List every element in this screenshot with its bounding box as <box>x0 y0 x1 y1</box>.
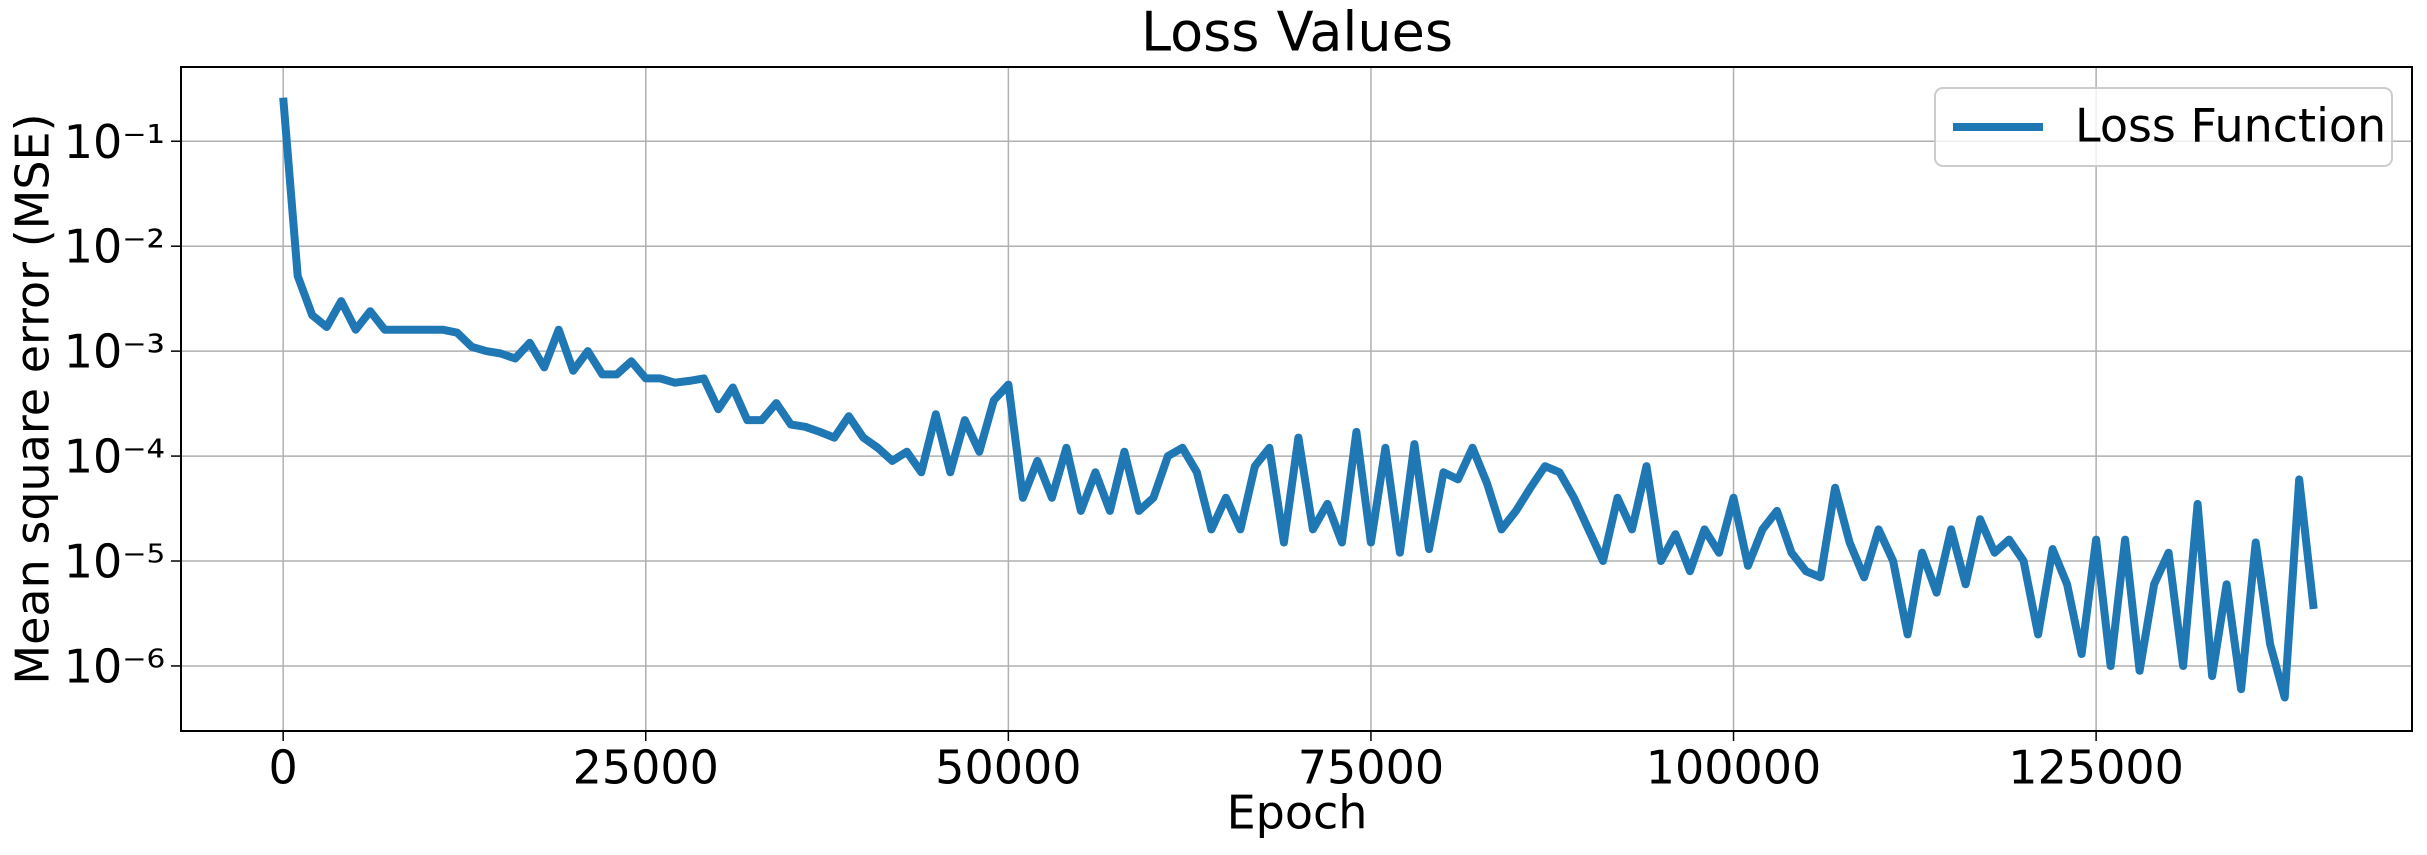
plot-frame <box>180 66 2413 732</box>
chart-title: Loss Values <box>1141 1 1453 64</box>
y-tick-label: 10⁻² <box>64 220 165 274</box>
legend-label: Loss Function <box>2075 99 2386 153</box>
line-series <box>279 97 2318 702</box>
x-tick-label: 125000 <box>2008 741 2184 795</box>
y-tick-label: 10⁻⁴ <box>64 430 165 484</box>
legend-box <box>1934 87 2393 167</box>
x-tick-label: 25000 <box>573 741 719 795</box>
y-tick-label: 10⁻⁵ <box>64 535 165 589</box>
x-tick-label: 50000 <box>935 741 1081 795</box>
y-tick-label: 10⁻⁶ <box>64 639 165 693</box>
x-tick-label: 100000 <box>1646 741 1822 795</box>
y-axis-label: Mean square error (MSE) <box>6 113 60 684</box>
x-tick-label: 0 <box>269 741 298 795</box>
y-tick-label: 10⁻¹ <box>64 115 165 169</box>
x-tick-label: 75000 <box>1298 741 1444 795</box>
x-axis-label: Epoch <box>1227 786 1368 840</box>
y-tick-label: 10⁻³ <box>64 325 165 379</box>
